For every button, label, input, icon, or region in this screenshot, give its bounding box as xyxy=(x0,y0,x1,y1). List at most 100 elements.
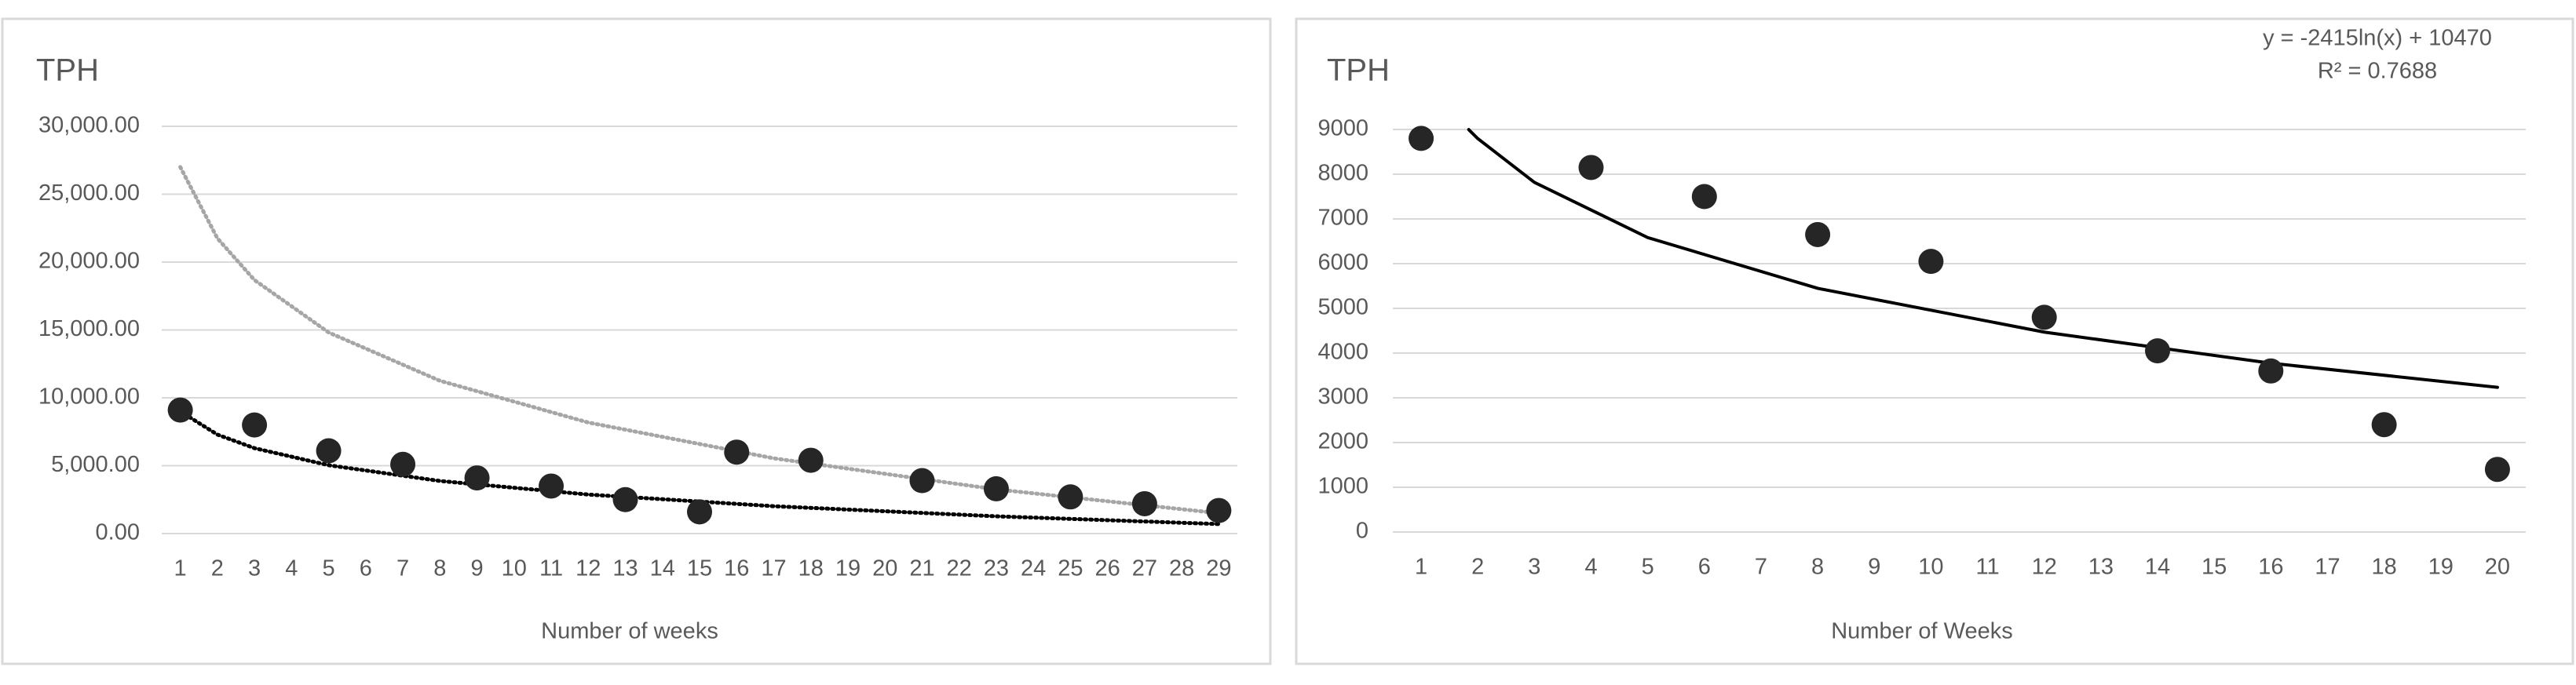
x-tick-label: 6 xyxy=(1698,555,1711,580)
y-tick-label: 0.00 xyxy=(96,520,140,545)
x-tick-label: 12 xyxy=(2032,555,2057,580)
x-tick-label: 29 xyxy=(1206,556,1231,581)
x-tick-label: 2 xyxy=(1471,555,1484,580)
y-tick-label: 6000 xyxy=(1317,250,1368,275)
x-tick-label: 17 xyxy=(2315,555,2340,580)
x-tick-label: 19 xyxy=(835,556,860,581)
y-tick-label: 8000 xyxy=(1317,161,1368,186)
data-point xyxy=(539,473,565,499)
x-tick-label: 21 xyxy=(909,556,934,581)
y-tick-label: 7000 xyxy=(1317,206,1368,231)
x-tick-label: 19 xyxy=(2428,555,2454,580)
x-tick-label: 9 xyxy=(470,556,483,581)
data-point xyxy=(390,451,416,477)
x-tick-label: 1 xyxy=(174,556,187,581)
x-tick-label: 10 xyxy=(502,556,527,581)
data-point xyxy=(464,465,490,491)
trend-equation: y = -2415ln(x) + 10470 xyxy=(2263,26,2492,51)
data-point xyxy=(798,447,824,473)
x-tick-label: 3 xyxy=(248,556,261,581)
x-tick-label: 28 xyxy=(1169,556,1194,581)
data-point xyxy=(1058,484,1083,510)
x-tick-label: 14 xyxy=(650,556,675,581)
x-tick-label: 5 xyxy=(1642,555,1654,580)
data-point xyxy=(1805,221,1831,247)
x-tick-label: 6 xyxy=(360,556,372,581)
data-point xyxy=(1409,126,1434,151)
x-tick-label: 8 xyxy=(433,556,446,581)
data-point xyxy=(1691,184,1717,210)
x-tick-label: 22 xyxy=(947,556,972,581)
right-panel xyxy=(1295,17,2574,665)
x-tick-label: 2 xyxy=(211,556,224,581)
x-tick-label: 18 xyxy=(798,556,824,581)
x-tick-label: 24 xyxy=(1021,556,1046,581)
y-tick-label: 3000 xyxy=(1317,384,1368,410)
y-tick-label: 2000 xyxy=(1317,429,1368,454)
data-point xyxy=(983,475,1009,501)
x-tick-label: 18 xyxy=(2371,555,2396,580)
data-point xyxy=(687,499,712,525)
x-tick-label: 15 xyxy=(687,556,712,581)
y-tick-label: 1000 xyxy=(1317,474,1368,499)
x-tick-label: 11 xyxy=(1976,555,2000,580)
x-tick-label: 5 xyxy=(323,556,335,581)
x-axis-label: Number of weeks xyxy=(541,619,718,644)
trendline xyxy=(178,409,1221,527)
y-tick-label: 25,000.00 xyxy=(38,180,140,206)
x-tick-label: 25 xyxy=(1058,556,1083,581)
x-tick-label: 13 xyxy=(612,556,638,581)
y-tick-label: 15,000.00 xyxy=(38,316,140,341)
y-tick-label: 20,000.00 xyxy=(38,249,140,274)
data-point xyxy=(2258,358,2284,384)
data-point xyxy=(242,412,268,438)
data-point xyxy=(2371,412,2397,438)
x-tick-label: 9 xyxy=(1868,555,1880,580)
data-point xyxy=(2145,338,2171,364)
y-tick-label: 5000 xyxy=(1317,295,1368,320)
x-tick-label: 17 xyxy=(761,556,786,581)
data-point xyxy=(724,439,750,465)
y-tick-label: 30,000.00 xyxy=(38,113,140,138)
x-tick-label: 7 xyxy=(396,556,409,581)
x-tick-label: 14 xyxy=(2145,555,2170,580)
data-point xyxy=(909,468,935,494)
data-point xyxy=(316,438,342,464)
chart-title: TPH xyxy=(36,53,99,88)
data-point xyxy=(167,397,193,423)
trend-r-squared: R² = 0.7688 xyxy=(2318,59,2437,84)
y-tick-label: 4000 xyxy=(1317,340,1368,365)
x-tick-label: 7 xyxy=(1755,555,1767,580)
x-tick-label: 8 xyxy=(1811,555,1824,580)
y-tick-label: 0 xyxy=(1356,519,1368,544)
data-point xyxy=(1578,155,1604,180)
x-tick-label: 10 xyxy=(1918,555,1943,580)
x-tick-label: 15 xyxy=(2201,555,2227,580)
x-tick-label: 16 xyxy=(2258,555,2283,580)
data-point xyxy=(1131,490,1157,516)
x-tick-label: 12 xyxy=(575,556,601,581)
trendline xyxy=(1467,128,2499,389)
x-tick-label: 16 xyxy=(724,556,749,581)
data-point xyxy=(612,486,638,512)
chart-title: TPH xyxy=(1327,53,1390,88)
x-tick-label: 20 xyxy=(2485,555,2510,580)
data-point xyxy=(2031,304,2057,330)
y-tick-label: 9000 xyxy=(1317,116,1368,141)
x-tick-label: 4 xyxy=(285,556,298,581)
x-tick-label: 27 xyxy=(1132,556,1157,581)
x-tick-label: 11 xyxy=(539,556,563,581)
y-tick-label: 10,000.00 xyxy=(38,384,140,410)
x-tick-label: 20 xyxy=(872,556,897,581)
x-tick-label: 23 xyxy=(984,556,1009,581)
x-axis-label: Number of Weeks xyxy=(1831,619,2013,644)
data-point xyxy=(1918,249,1944,275)
y-tick-label: 5,000.00 xyxy=(51,452,140,477)
x-tick-label: 1 xyxy=(1415,555,1427,580)
x-tick-label: 26 xyxy=(1095,556,1120,581)
x-tick-label: 3 xyxy=(1528,555,1540,580)
x-tick-label: 13 xyxy=(2088,555,2114,580)
data-point xyxy=(2484,457,2510,483)
data-point xyxy=(1206,497,1232,523)
